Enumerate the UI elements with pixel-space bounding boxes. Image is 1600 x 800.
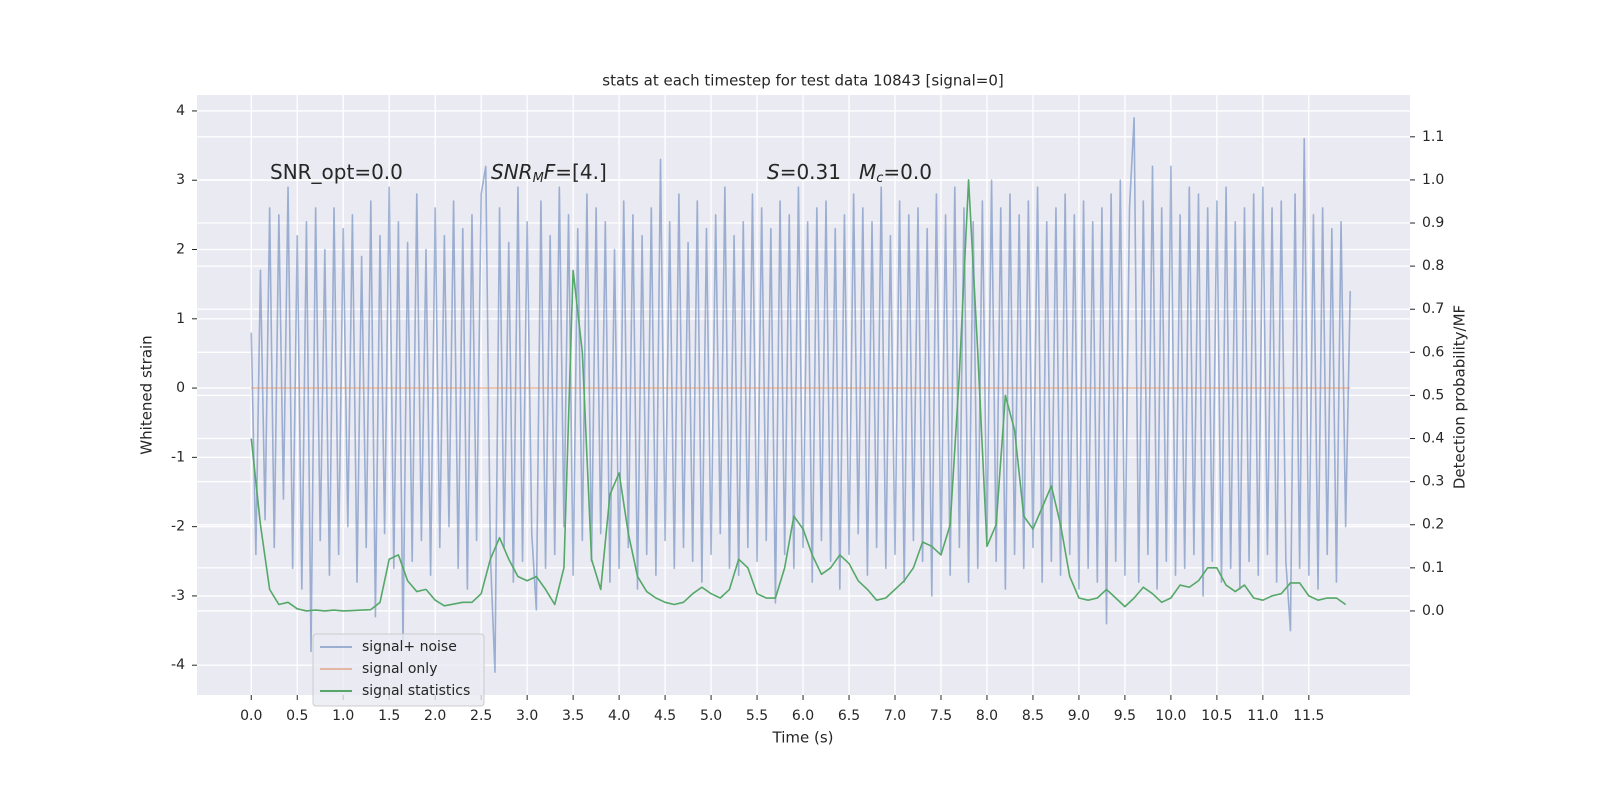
y-tick-label: 4 <box>176 103 185 119</box>
series-line <box>250 117 1352 673</box>
x-tick-label: 8.5 <box>1022 708 1044 724</box>
x-axis-label: Time (s) <box>772 729 834 747</box>
y2-tick-label: 0.8 <box>1422 258 1444 274</box>
annotation: SNRMF=[4.] <box>491 160 607 186</box>
x-tick-label: 11.5 <box>1293 708 1324 724</box>
chart-title: stats at each timestep for test data 108… <box>602 72 1003 90</box>
y2-tick-label: 1.0 <box>1422 172 1444 188</box>
legend-label: signal statistics <box>362 683 470 699</box>
y2-axis-label: Detection probability/MF <box>1451 305 1469 489</box>
legend-label: signal+ noise <box>362 639 457 655</box>
x-tick-label: 7.0 <box>884 708 906 724</box>
annotation-part: SNR_opt=0.0 <box>270 160 403 184</box>
series-line <box>250 179 1347 612</box>
y2-tick-label: 0.7 <box>1422 301 1444 317</box>
x-tick-label: 2.5 <box>470 708 492 724</box>
annotation-part: =0.0 <box>883 160 932 184</box>
y2-tick-label: 0.1 <box>1422 560 1444 576</box>
annotation: SNR_opt=0.0 <box>270 160 403 184</box>
x-tick-label: 0.5 <box>286 708 308 724</box>
y-tick-label: 2 <box>176 242 185 258</box>
annotation-part: S <box>767 160 780 184</box>
y2-tick-label: 0.9 <box>1422 215 1444 231</box>
y2-tick-label: 0.5 <box>1422 387 1444 403</box>
x-tick-label: 10.5 <box>1201 708 1232 724</box>
legend-label: signal only <box>362 661 437 677</box>
y2-tick-label: 0.3 <box>1422 474 1444 490</box>
y-tick-label: 1 <box>176 311 185 327</box>
y2-tick-label: 1.1 <box>1422 129 1444 145</box>
annotation: S=0.31 <box>767 160 841 184</box>
annotations: SNR_opt=0.0 SNRMF=[4.] S=0.31 Mc=0.0 <box>270 160 932 186</box>
x-tick-label: 5.0 <box>700 708 722 724</box>
x-tick-label: 1.5 <box>378 708 400 724</box>
annotation: Mc=0.0 <box>859 160 932 186</box>
x-tick-label: 6.0 <box>792 708 814 724</box>
x-tick-label: 10.0 <box>1155 708 1186 724</box>
x-tick-label: 9.0 <box>1068 708 1090 724</box>
marks <box>250 117 1352 673</box>
x-tick-label: 5.5 <box>746 708 768 724</box>
y2-tick-label: 0.6 <box>1422 344 1444 360</box>
x-tick-label: 8.0 <box>976 708 998 724</box>
y-tick-label: -3 <box>171 588 185 604</box>
annotation-part: M <box>533 171 544 186</box>
x-tick-label: 4.0 <box>608 708 630 724</box>
x-tick-label: 6.5 <box>838 708 860 724</box>
y-tick-label: 3 <box>176 172 185 188</box>
x-tick-label: 4.5 <box>654 708 676 724</box>
y2-tick-label: 0.4 <box>1422 431 1444 447</box>
annotation-part: c <box>876 171 883 186</box>
y2-tick-label: 0.0 <box>1422 603 1444 619</box>
x-tick-label: 1.0 <box>332 708 354 724</box>
x-tick-label: 0.0 <box>240 708 262 724</box>
y-tick-label: -1 <box>171 449 185 465</box>
y2-tick-label: 0.2 <box>1422 517 1444 533</box>
x-tick-label: 9.5 <box>1114 708 1136 724</box>
x-tick-label: 3.5 <box>562 708 584 724</box>
x-tick-label: 7.5 <box>930 708 952 724</box>
legend: signal+ noise signal only signal statistic… <box>312 633 485 707</box>
legend-box <box>312 633 485 707</box>
y-tick-label: -4 <box>171 657 185 673</box>
annotation-part: SNR <box>491 160 533 184</box>
annotation-part: =[4.] <box>555 160 606 184</box>
y-axis-label: Whitened strain <box>138 335 156 454</box>
x-tick-label: 11.0 <box>1247 708 1278 724</box>
x-tick-label: 2.0 <box>424 708 446 724</box>
annotation-part: =0.31 <box>780 160 841 184</box>
annotation-part: F <box>544 160 556 184</box>
y-tick-label: 0 <box>176 380 185 396</box>
annotation-part: M <box>859 160 876 184</box>
y-tick-label: -2 <box>171 519 185 535</box>
x-tick-label: 3.0 <box>516 708 538 724</box>
